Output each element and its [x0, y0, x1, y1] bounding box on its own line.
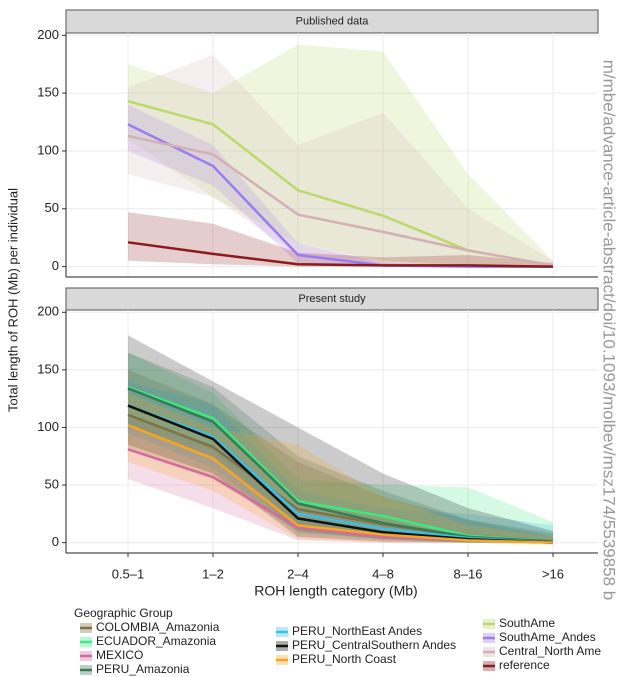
y-tick-label: 150: [37, 85, 59, 100]
line: [127, 241, 554, 268]
ribbon: [128, 54, 553, 267]
legend-label: PERU_North Coast: [292, 652, 397, 666]
ribbon: [128, 104, 553, 267]
y-tick-label: 100: [37, 142, 59, 157]
legend-label: COLOMBIA_Amazonia: [96, 620, 220, 634]
legend-label: MEXICO: [96, 648, 143, 662]
ribbon: [128, 352, 553, 543]
x-tick-label: 2–4: [287, 566, 309, 581]
legend-label: PERU_Amazonia: [96, 662, 190, 676]
y-tick-label: 0: [52, 258, 59, 273]
strip-title: Published data: [296, 15, 370, 27]
strip: [65, 287, 599, 311]
y-axis-label: Total length of ROH (Mb) per individual: [5, 188, 20, 412]
ribbon: [128, 381, 553, 543]
watermark: m/mbe/advance-article-abstract/doi/10.10…: [600, 60, 619, 601]
x-axis-label: ROH length category (Mb): [254, 583, 417, 599]
legend-label: SouthAme_Andes: [499, 630, 596, 644]
legend-label: reference: [499, 658, 550, 672]
legend-label: ECUADOR_Amazonia: [96, 634, 216, 648]
y-tick-label: 100: [37, 419, 59, 434]
ribbon: [128, 415, 553, 543]
x-tick-label: 0.5–1: [112, 566, 145, 581]
y-tick-label: 200: [37, 304, 59, 319]
legend-title: Geographic Group: [74, 606, 173, 620]
y-tick-label: 50: [45, 476, 59, 491]
legend-label: PERU_CentralSouthern Andes: [292, 638, 456, 652]
y-tick-label: 50: [45, 200, 59, 215]
x-tick-label: 4–8: [372, 566, 394, 581]
line: [127, 134, 554, 267]
ribbon: [128, 212, 553, 267]
strip: [65, 9, 599, 34]
legend-label: Central_North Ame: [499, 644, 601, 658]
x-tick-label: >16: [542, 566, 564, 581]
legend-label: PERU_NorthEast Andes: [292, 624, 422, 638]
legend-label: SouthAme: [499, 616, 555, 630]
strip-title: Present study: [298, 293, 366, 305]
y-tick-label: 200: [37, 27, 59, 42]
y-tick-label: 150: [37, 361, 59, 376]
line: [127, 424, 554, 544]
ribbon: [128, 44, 553, 267]
x-tick-label: 1–2: [202, 566, 224, 581]
y-tick-label: 0: [52, 534, 59, 549]
x-tick-label: 8–16: [454, 566, 483, 581]
